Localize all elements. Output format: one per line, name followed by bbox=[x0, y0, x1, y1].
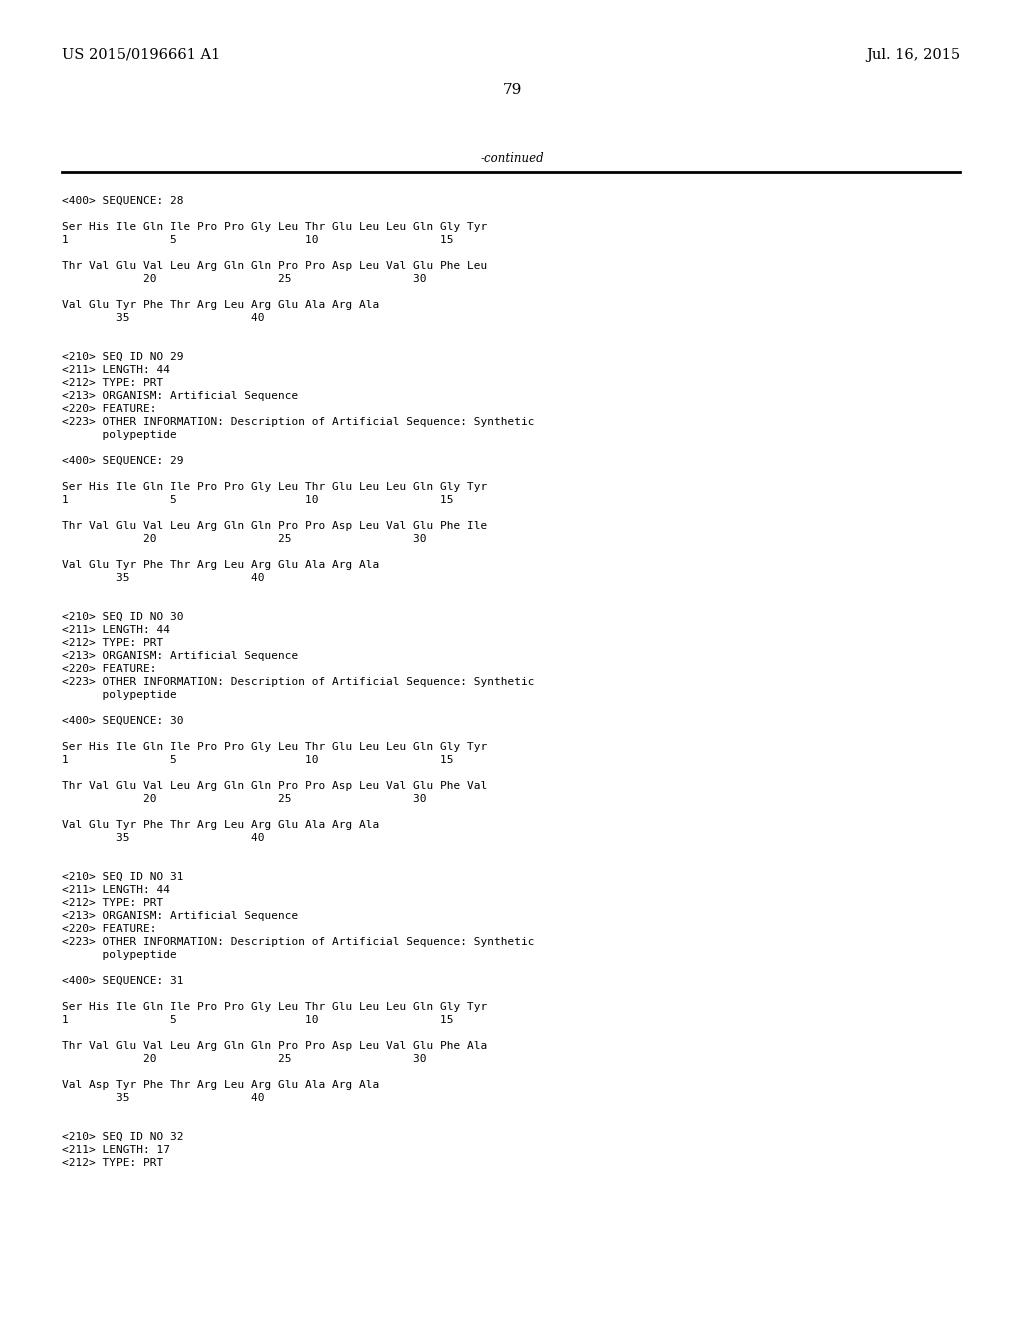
Text: <211> LENGTH: 17: <211> LENGTH: 17 bbox=[62, 1144, 170, 1155]
Text: 20                  25                  30: 20 25 30 bbox=[62, 795, 427, 804]
Text: 1               5                   10                  15: 1 5 10 15 bbox=[62, 755, 454, 766]
Text: Val Glu Tyr Phe Thr Arg Leu Arg Glu Ala Arg Ala: Val Glu Tyr Phe Thr Arg Leu Arg Glu Ala … bbox=[62, 300, 379, 310]
Text: <210> SEQ ID NO 30: <210> SEQ ID NO 30 bbox=[62, 612, 183, 622]
Text: <212> TYPE: PRT: <212> TYPE: PRT bbox=[62, 898, 163, 908]
Text: <213> ORGANISM: Artificial Sequence: <213> ORGANISM: Artificial Sequence bbox=[62, 391, 298, 401]
Text: 35                  40: 35 40 bbox=[62, 573, 264, 583]
Text: <210> SEQ ID NO 31: <210> SEQ ID NO 31 bbox=[62, 873, 183, 882]
Text: Val Glu Tyr Phe Thr Arg Leu Arg Glu Ala Arg Ala: Val Glu Tyr Phe Thr Arg Leu Arg Glu Ala … bbox=[62, 820, 379, 830]
Text: Ser His Ile Gln Ile Pro Pro Gly Leu Thr Glu Leu Leu Gln Gly Tyr: Ser His Ile Gln Ile Pro Pro Gly Leu Thr … bbox=[62, 222, 487, 232]
Text: Thr Val Glu Val Leu Arg Gln Gln Pro Pro Asp Leu Val Glu Phe Ala: Thr Val Glu Val Leu Arg Gln Gln Pro Pro … bbox=[62, 1041, 487, 1051]
Text: Thr Val Glu Val Leu Arg Gln Gln Pro Pro Asp Leu Val Glu Phe Leu: Thr Val Glu Val Leu Arg Gln Gln Pro Pro … bbox=[62, 261, 487, 271]
Text: polypeptide: polypeptide bbox=[62, 690, 177, 700]
Text: Thr Val Glu Val Leu Arg Gln Gln Pro Pro Asp Leu Val Glu Phe Val: Thr Val Glu Val Leu Arg Gln Gln Pro Pro … bbox=[62, 781, 487, 791]
Text: 1               5                   10                  15: 1 5 10 15 bbox=[62, 1015, 454, 1026]
Text: <220> FEATURE:: <220> FEATURE: bbox=[62, 664, 157, 675]
Text: Ser His Ile Gln Ile Pro Pro Gly Leu Thr Glu Leu Leu Gln Gly Tyr: Ser His Ile Gln Ile Pro Pro Gly Leu Thr … bbox=[62, 1002, 487, 1012]
Text: Ser His Ile Gln Ile Pro Pro Gly Leu Thr Glu Leu Leu Gln Gly Tyr: Ser His Ile Gln Ile Pro Pro Gly Leu Thr … bbox=[62, 482, 487, 492]
Text: <210> SEQ ID NO 32: <210> SEQ ID NO 32 bbox=[62, 1133, 183, 1142]
Text: 20                  25                  30: 20 25 30 bbox=[62, 535, 427, 544]
Text: <223> OTHER INFORMATION: Description of Artificial Sequence: Synthetic: <223> OTHER INFORMATION: Description of … bbox=[62, 937, 535, 946]
Text: polypeptide: polypeptide bbox=[62, 430, 177, 440]
Text: 35                  40: 35 40 bbox=[62, 313, 264, 323]
Text: <211> LENGTH: 44: <211> LENGTH: 44 bbox=[62, 366, 170, 375]
Text: Thr Val Glu Val Leu Arg Gln Gln Pro Pro Asp Leu Val Glu Phe Ile: Thr Val Glu Val Leu Arg Gln Gln Pro Pro … bbox=[62, 521, 487, 531]
Text: <211> LENGTH: 44: <211> LENGTH: 44 bbox=[62, 624, 170, 635]
Text: 35                  40: 35 40 bbox=[62, 833, 264, 843]
Text: Ser His Ile Gln Ile Pro Pro Gly Leu Thr Glu Leu Leu Gln Gly Tyr: Ser His Ile Gln Ile Pro Pro Gly Leu Thr … bbox=[62, 742, 487, 752]
Text: -continued: -continued bbox=[480, 152, 544, 165]
Text: Val Asp Tyr Phe Thr Arg Leu Arg Glu Ala Arg Ala: Val Asp Tyr Phe Thr Arg Leu Arg Glu Ala … bbox=[62, 1080, 379, 1090]
Text: <213> ORGANISM: Artificial Sequence: <213> ORGANISM: Artificial Sequence bbox=[62, 911, 298, 921]
Text: <212> TYPE: PRT: <212> TYPE: PRT bbox=[62, 638, 163, 648]
Text: polypeptide: polypeptide bbox=[62, 950, 177, 960]
Text: 1               5                   10                  15: 1 5 10 15 bbox=[62, 235, 454, 246]
Text: <212> TYPE: PRT: <212> TYPE: PRT bbox=[62, 1158, 163, 1168]
Text: <400> SEQUENCE: 29: <400> SEQUENCE: 29 bbox=[62, 455, 183, 466]
Text: <223> OTHER INFORMATION: Description of Artificial Sequence: Synthetic: <223> OTHER INFORMATION: Description of … bbox=[62, 677, 535, 686]
Text: 1               5                   10                  15: 1 5 10 15 bbox=[62, 495, 454, 506]
Text: <212> TYPE: PRT: <212> TYPE: PRT bbox=[62, 378, 163, 388]
Text: <223> OTHER INFORMATION: Description of Artificial Sequence: Synthetic: <223> OTHER INFORMATION: Description of … bbox=[62, 417, 535, 426]
Text: 79: 79 bbox=[503, 83, 521, 96]
Text: <400> SEQUENCE: 28: <400> SEQUENCE: 28 bbox=[62, 195, 183, 206]
Text: US 2015/0196661 A1: US 2015/0196661 A1 bbox=[62, 48, 220, 62]
Text: Jul. 16, 2015: Jul. 16, 2015 bbox=[866, 48, 961, 62]
Text: 20                  25                  30: 20 25 30 bbox=[62, 1053, 427, 1064]
Text: 20                  25                  30: 20 25 30 bbox=[62, 275, 427, 284]
Text: <211> LENGTH: 44: <211> LENGTH: 44 bbox=[62, 884, 170, 895]
Text: <400> SEQUENCE: 31: <400> SEQUENCE: 31 bbox=[62, 975, 183, 986]
Text: 35                  40: 35 40 bbox=[62, 1093, 264, 1104]
Text: <220> FEATURE:: <220> FEATURE: bbox=[62, 924, 157, 935]
Text: <213> ORGANISM: Artificial Sequence: <213> ORGANISM: Artificial Sequence bbox=[62, 651, 298, 661]
Text: <210> SEQ ID NO 29: <210> SEQ ID NO 29 bbox=[62, 352, 183, 362]
Text: <220> FEATURE:: <220> FEATURE: bbox=[62, 404, 157, 414]
Text: <400> SEQUENCE: 30: <400> SEQUENCE: 30 bbox=[62, 715, 183, 726]
Text: Val Glu Tyr Phe Thr Arg Leu Arg Glu Ala Arg Ala: Val Glu Tyr Phe Thr Arg Leu Arg Glu Ala … bbox=[62, 560, 379, 570]
